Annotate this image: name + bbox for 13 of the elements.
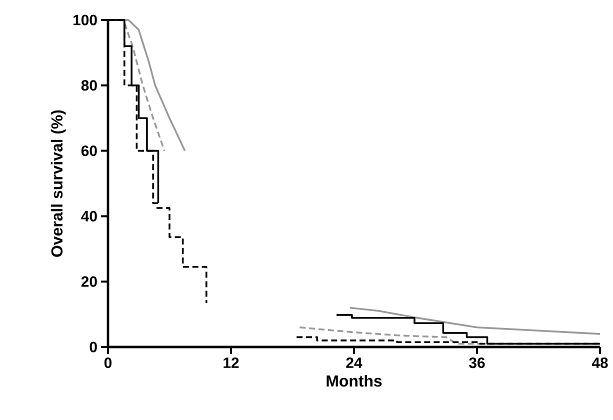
x-tick-label: 48 [592, 357, 608, 368]
x-axis-title: Months [326, 374, 382, 387]
y-tick-label: 60 [81, 146, 97, 156]
y-tick-label: 40 [81, 210, 97, 222]
x-tick-label: 0 [104, 357, 112, 368]
y-axis-title: Overall survival (%) [50, 110, 66, 257]
x-tick-label: 24 [346, 357, 362, 368]
y-tick-label: 100 [74, 14, 97, 26]
x-tick-label: 36 [469, 357, 485, 368]
y-tick-label: 80 [81, 80, 97, 91]
y-tick-label: 20 [81, 276, 97, 287]
x-tick-label: 12 [224, 357, 239, 368]
y-tick-label: 0 [90, 342, 97, 352]
